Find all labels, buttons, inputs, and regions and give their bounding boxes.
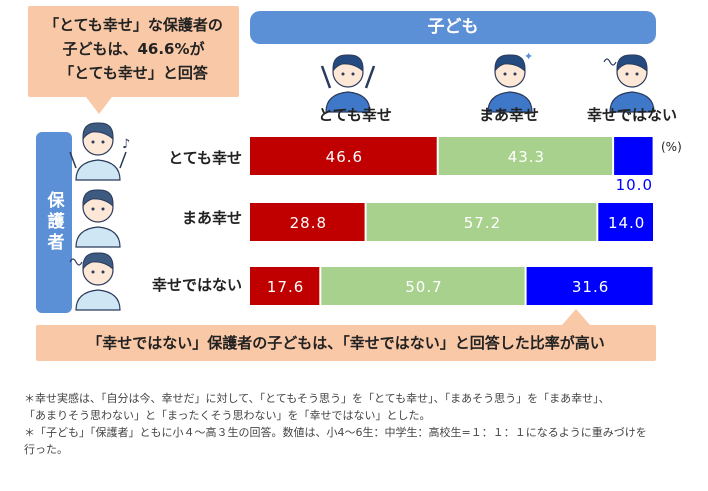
bar-2-1 [321, 267, 525, 305]
value-label-2-1: 50.7 [405, 278, 442, 296]
row-label-very-happy: とても幸せ [168, 149, 242, 167]
sparkle-icon: ✦ [524, 50, 533, 63]
callout-top-line-3: 「とても幸せ」と回答 [59, 64, 208, 82]
parent-somewhat-happy-icon [75, 189, 121, 248]
bar-2-0 [250, 267, 320, 305]
parent-header: 保護者 [36, 132, 72, 313]
callout-top: 「とても幸せ」な保護者の 子どもは、46.6%が 「とても幸せ」と回答 [28, 6, 239, 97]
value-label-1-0: 28.8 [290, 214, 327, 232]
value-label-0-0: 46.6 [326, 148, 363, 166]
callout-top-arrow [86, 97, 112, 114]
callout-bottom: 「幸せではない」保護者の子どもは、「幸せではない」と回答した比率が高い [36, 325, 656, 361]
parent-not-happy-icon [75, 252, 121, 311]
bar-0-2 [614, 137, 653, 175]
parent-very-happy-icon [75, 122, 121, 181]
note-line-1: ＊幸せ実感は、「自分は今、幸せだ」に対して、「とてもそう思う」を「とても幸せ」、… [24, 392, 610, 405]
column-label-not-happy: 幸せではない [586, 106, 677, 124]
bar-0-1 [438, 137, 613, 175]
child-raised-arms-icon [320, 65, 376, 89]
unit-label: (%) [661, 140, 682, 154]
row-label-somewhat-happy: まあ幸せ [181, 209, 242, 227]
column-label-very-happy: とても幸せ [318, 106, 392, 124]
value-label-2-0: 17.6 [267, 278, 304, 296]
bar-0-0 [250, 137, 437, 175]
child-very-happy-icon [325, 54, 371, 113]
gloom-lines-icon [69, 258, 83, 266]
music-note-icon: ♪ [122, 137, 130, 152]
value-label-2-2: 31.6 [572, 278, 609, 296]
value-label-1-2: 14.0 [608, 214, 645, 232]
child-somewhat-happy-icon [487, 54, 533, 113]
child-gloom-icon [603, 58, 617, 66]
child-not-happy-icon [609, 54, 655, 113]
value-label-0-1: 43.3 [508, 148, 545, 166]
raised-hands-icon [69, 151, 127, 169]
callout-top-line-1: 「とても幸せ」な保護者の [44, 16, 223, 34]
note-line-3: ＊「子ども」「保護者」ともに小４～高３生の回答。数値は、小4～6生：中学生：高校… [24, 426, 647, 439]
bar-1-0 [250, 203, 365, 241]
child-header: 子ども [250, 11, 656, 44]
bar-2-2 [526, 267, 653, 305]
note-line-2: 「あまりそう思わない」と「まったくそう思わない」を「幸せではない」とした。 [24, 409, 431, 422]
bar-1-1 [366, 203, 597, 241]
callout-top-line-2: 子どもは、46.6%が [62, 40, 205, 58]
column-label-somewhat-happy: まあ幸せ [478, 106, 539, 124]
callout-bottom-arrow [562, 309, 590, 325]
bar-1-2 [598, 203, 653, 241]
note-line-4: 行った。 [24, 443, 68, 456]
value-label-0-2: 10.0 [616, 176, 653, 194]
value-label-1-1: 57.2 [464, 214, 501, 232]
row-label-not-happy: 幸せではない [151, 276, 242, 294]
parent-header-label: 保護者 [43, 191, 64, 254]
